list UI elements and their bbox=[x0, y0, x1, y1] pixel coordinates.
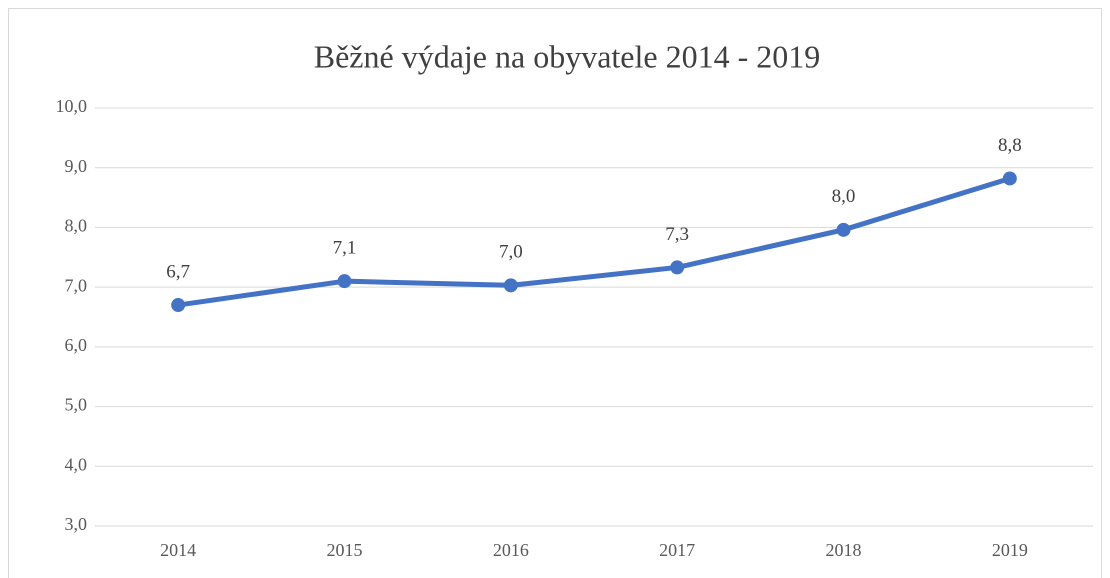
data-point bbox=[503, 278, 518, 293]
data-label: 8,8 bbox=[998, 135, 1022, 156]
x-tick-label: 2019 bbox=[992, 540, 1028, 560]
y-tick-label: 4,0 bbox=[65, 454, 88, 474]
data-label: 7,3 bbox=[665, 224, 689, 245]
x-tick-label: 2014 bbox=[160, 540, 196, 560]
data-label: 8,0 bbox=[832, 186, 856, 207]
y-tick-label: 10,0 bbox=[56, 96, 88, 116]
data-label: 7,1 bbox=[333, 238, 357, 259]
data-point bbox=[171, 298, 186, 313]
data-label: 6,7 bbox=[166, 261, 190, 282]
x-tick-label: 2018 bbox=[826, 540, 862, 560]
y-tick-label: 5,0 bbox=[65, 395, 88, 415]
chart-border bbox=[8, 8, 1102, 578]
data-point bbox=[836, 222, 851, 237]
data-label: 7,0 bbox=[499, 242, 523, 263]
y-tick-label: 7,0 bbox=[65, 275, 88, 295]
data-point bbox=[337, 274, 352, 289]
y-tick-label: 6,0 bbox=[65, 335, 88, 355]
y-tick-label: 9,0 bbox=[65, 156, 88, 176]
x-tick-label: 2015 bbox=[327, 540, 363, 560]
y-tick-label: 3,0 bbox=[65, 514, 88, 534]
x-tick-label: 2016 bbox=[493, 540, 529, 560]
series-line bbox=[175, 175, 1013, 308]
y-tick-label: 8,0 bbox=[65, 216, 88, 236]
data-point bbox=[1002, 171, 1017, 186]
data-point bbox=[670, 260, 685, 275]
chart-title: Běžné výdaje na obyvatele 2014 - 2019 bbox=[314, 38, 821, 74]
x-tick-label: 2017 bbox=[659, 540, 695, 560]
